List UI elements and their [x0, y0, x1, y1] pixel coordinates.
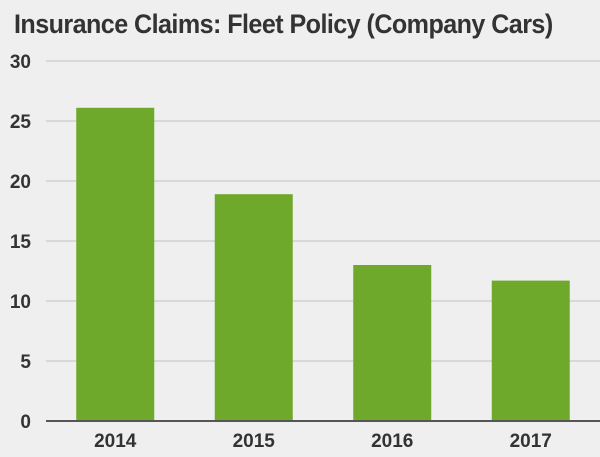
- chart-title: Insurance Claims: Fleet Policy (Company …: [14, 9, 553, 39]
- bar-2014: [76, 107, 155, 422]
- y-tick-label: 0: [20, 412, 31, 433]
- y-tick-label: 20: [10, 172, 31, 193]
- bar-2017: [491, 280, 570, 421]
- bar-2016: [353, 265, 432, 421]
- x-tick-label: 2014: [94, 431, 137, 452]
- y-tick-label: 15: [10, 232, 32, 253]
- y-tick-label: 30: [10, 52, 31, 73]
- tick-labels: 0 5 10 15 20 25 30 2014 2015 2016 2017: [10, 52, 552, 452]
- y-tick-label: 25: [10, 112, 32, 133]
- y-tick-label: 10: [10, 292, 31, 313]
- y-tick-label: 5: [20, 352, 31, 373]
- x-tick-label: 2017: [510, 431, 552, 452]
- bar-2015: [214, 194, 293, 421]
- x-tick-label: 2015: [233, 431, 276, 452]
- x-tick-label: 2016: [371, 431, 413, 452]
- bars: [76, 107, 570, 422]
